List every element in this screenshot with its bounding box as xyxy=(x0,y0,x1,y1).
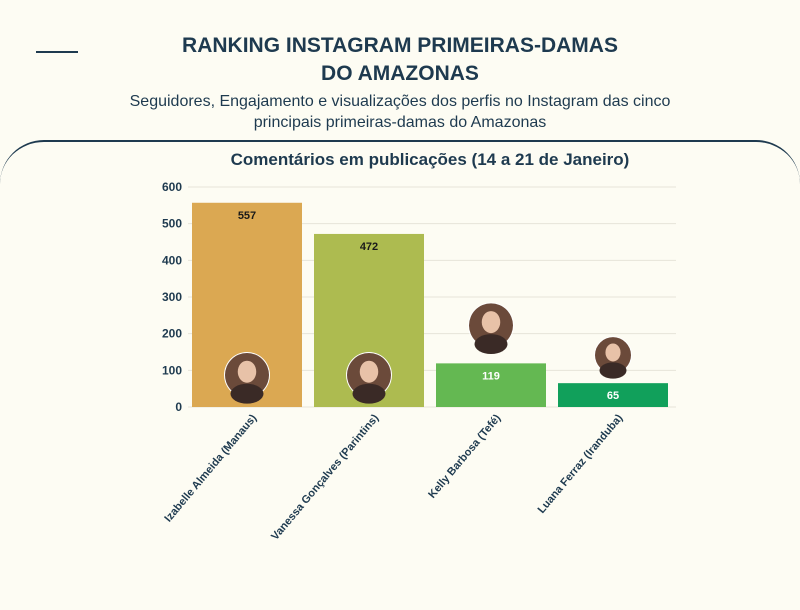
x-tick-label: Luana Ferraz (Iranduba) xyxy=(536,412,626,516)
y-tick-label: 400 xyxy=(162,253,182,267)
x-tick-label: Vanessa Gonçalves (Parintins) xyxy=(269,412,381,543)
avatar-photo-icon xyxy=(594,336,632,378)
data-label: 472 xyxy=(360,241,378,253)
x-tick-label: Izabelle Almeida (Manaus) xyxy=(162,412,259,525)
avatar-photo-icon xyxy=(468,302,514,354)
y-tick-label: 0 xyxy=(175,400,182,414)
data-label: 119 xyxy=(482,370,500,382)
avatar-photo-icon xyxy=(346,352,392,404)
y-tick-label: 600 xyxy=(162,180,182,194)
avatar-photo-icon xyxy=(224,352,270,404)
y-tick-label: 100 xyxy=(162,363,182,377)
data-label: 65 xyxy=(607,390,619,402)
y-axis-ticks: 0 100 200 300 400 500 600 xyxy=(162,180,182,414)
y-tick-label: 200 xyxy=(162,327,182,341)
y-tick-label: 300 xyxy=(162,290,182,304)
x-tick-label: Kelly Barbosa (Tefé) xyxy=(426,412,503,501)
y-tick-label: 500 xyxy=(162,217,182,231)
x-axis-labels: Izabelle Almeida (Manaus) Vanessa Gonçalv… xyxy=(162,412,625,543)
data-label: 557 xyxy=(238,210,256,222)
